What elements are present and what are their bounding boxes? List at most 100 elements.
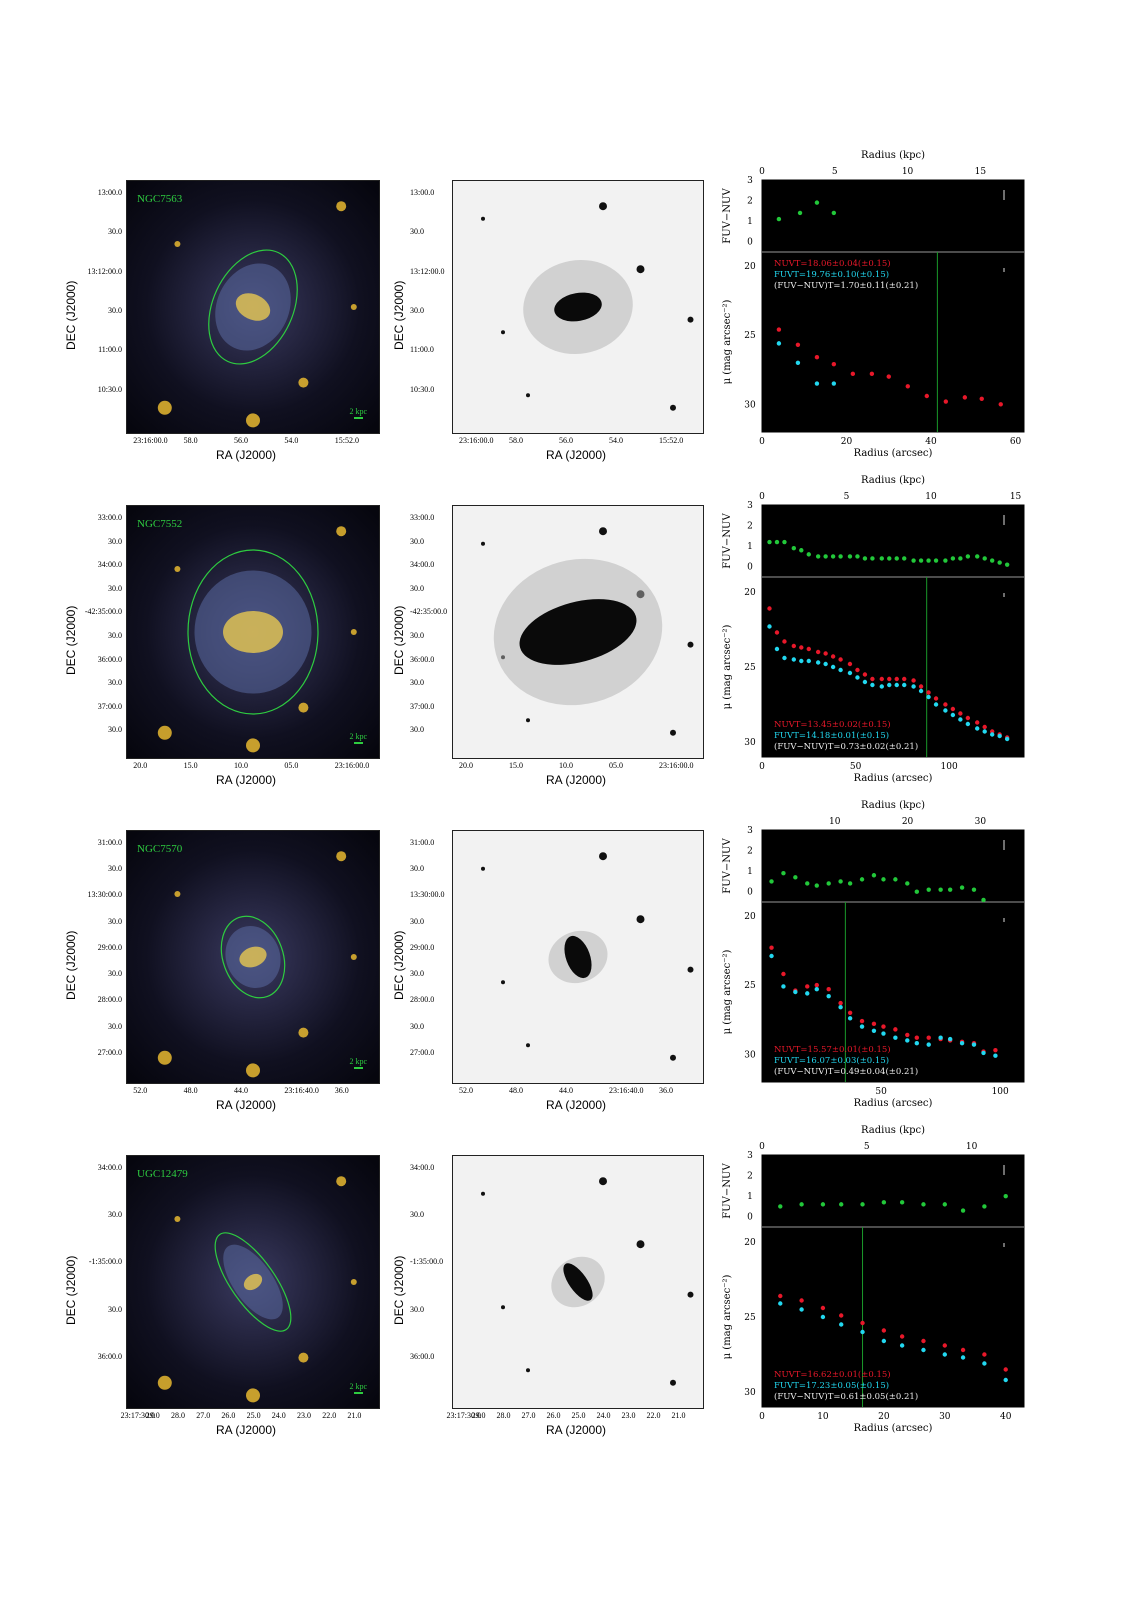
aperture-ellipse [214, 1232, 292, 1332]
data-point-fuv-nuv [805, 881, 810, 886]
scale-bar-line [353, 742, 363, 744]
mu-tick-label: 25 [744, 663, 756, 673]
data-point-fuv-nuv [799, 548, 804, 553]
data-point-fuv-nuv [918, 558, 924, 563]
data-point-nuv [820, 1305, 826, 1311]
top-tick-label: 10 [829, 817, 841, 827]
top-tick-label: 10 [925, 492, 937, 502]
data-point-fuv-nuv [838, 554, 843, 559]
dec-tick-label: 30.0 [108, 969, 122, 979]
data-point-fuv [781, 984, 786, 989]
data-point-nuv [839, 1313, 844, 1318]
star [526, 1043, 530, 1048]
bottom-tick-label: 30 [939, 1412, 951, 1422]
galaxy-name: NGC7570 [137, 843, 183, 855]
ra-tick-label: 23:16:00.0 [659, 761, 694, 770]
data-point-nuv [894, 676, 899, 682]
bottom-axis-label: Radius (arcsec) [854, 448, 933, 459]
data-point-fuv [938, 1035, 943, 1040]
color-image-svg [157, 526, 357, 753]
ra-tick-label: 44.0 [559, 1086, 573, 1095]
data-point-nuv [982, 724, 987, 730]
dec-tick-label: 10:30.0 [410, 384, 435, 394]
galaxy-bulge [239, 946, 267, 968]
nuv-total-label: NUVT=15.57±0.01(±0.15) [774, 1044, 891, 1055]
nuv-total-label: NUVT=18.06±0.04(±0.15) [774, 258, 891, 269]
color-tick-label: 2 [747, 847, 753, 857]
mu-tick-label: 20 [744, 1238, 756, 1248]
star [670, 729, 676, 736]
top-tick-label: 5 [844, 492, 850, 502]
top-tick-label: 0 [759, 167, 765, 177]
dec-tick-label: 30.0 [108, 227, 122, 237]
dec-tick-label: 31:00.0 [97, 838, 122, 847]
nuv-total-label: NUVT=13.45±0.02(±0.15) [774, 719, 891, 730]
dec-axis-label: DEC (J2000) [392, 605, 406, 675]
data-point-nuv [806, 646, 811, 652]
data-point-fuv [893, 1035, 898, 1040]
star [174, 1216, 181, 1222]
data-point-fuv [982, 729, 987, 734]
color-tick-label: 1 [747, 1192, 753, 1202]
data-point-fuv [918, 688, 924, 694]
data-point-fuv-nuv [926, 887, 931, 892]
fuv-total-label: FUVT=16.07±0.03(±0.15) [774, 1055, 889, 1066]
star [599, 852, 607, 861]
data-point-fuv [971, 1042, 977, 1047]
color-tick-label: 2 [747, 197, 753, 207]
top-tick-label: 10 [902, 167, 914, 177]
color-tick-label: 0 [747, 238, 753, 248]
dec-tick-label: 30.0 [410, 631, 424, 640]
data-point-fuv [950, 712, 956, 718]
data-point-fuv [933, 702, 939, 707]
dec-tick-label: 36:00.0 [410, 654, 435, 664]
bottom-axis-label: Radius (arcsec) [854, 1423, 933, 1434]
data-point-fuv-nuv [959, 885, 965, 890]
ra-tick-label: 23:16:40.0 [609, 1086, 644, 1095]
color-panel [761, 1154, 1025, 1228]
bottom-axis-label: Radius (arcsec) [854, 1098, 933, 1109]
dec-tick-label: 13:30:00.0 [410, 890, 445, 900]
galaxy-bulge [243, 1273, 263, 1291]
star [336, 201, 347, 212]
data-point-nuv [902, 676, 907, 682]
color-total-label: (FUV−NUV)T=0.61±0.05(±0.21) [774, 1391, 918, 1402]
galaxy-core [563, 1263, 593, 1301]
data-point-nuv [859, 1018, 865, 1024]
data-point-fuv-nuv [893, 877, 898, 882]
galaxy-row-ngc7552: NGC7552 2 kpc 20.0 15.0 10.0 05.0 23:16:00.0 33… [0, 475, 1131, 835]
dec-tick-label: 10:30.0 [97, 384, 122, 394]
star [174, 891, 181, 897]
dec-tick-label: 30.0 [410, 227, 424, 237]
aperture-ellipse [208, 249, 298, 365]
mu-tick-label: 30 [744, 400, 756, 410]
data-point-fuv [847, 670, 853, 676]
fuv-total-label: FUVT=19.76±0.10(±0.15) [774, 269, 889, 280]
data-point-fuv [859, 1024, 865, 1029]
fuv-total-label: FUVT=14.18±0.01(±0.15) [774, 730, 889, 741]
data-point-nuv [767, 606, 772, 611]
data-point-fuv [830, 664, 836, 670]
mu-tick-label: 30 [744, 1388, 756, 1398]
dec-tick-label: 13:30:00.0 [87, 890, 122, 900]
data-point-fuv [981, 1050, 986, 1056]
data-point-fuv-nuv [781, 871, 786, 876]
dec-tick-label: 36:00.0 [97, 654, 122, 664]
data-point-fuv-nuv [971, 887, 977, 892]
ra-tick-label: 23.0 [621, 1411, 636, 1420]
color-tick-label: 3 [747, 826, 753, 836]
star [687, 966, 694, 973]
color-image: UGC12479 2 kpc [126, 1155, 380, 1409]
data-point-fuv [905, 1038, 910, 1043]
data-point-fuv [823, 661, 828, 667]
data-point-fuv-nuv [830, 554, 836, 559]
data-point-fuv [982, 1361, 987, 1366]
star [636, 265, 645, 274]
data-point-fuv [838, 1005, 843, 1010]
bottom-tick-label: 100 [992, 1087, 1009, 1097]
top-tick-label: 5 [864, 1142, 870, 1152]
data-point-fuv [914, 1041, 920, 1046]
data-point-fuv-nuv [859, 877, 865, 882]
bottom-tick-label: 20 [841, 437, 853, 447]
ra-tick-label: 25.0 [246, 1411, 261, 1420]
